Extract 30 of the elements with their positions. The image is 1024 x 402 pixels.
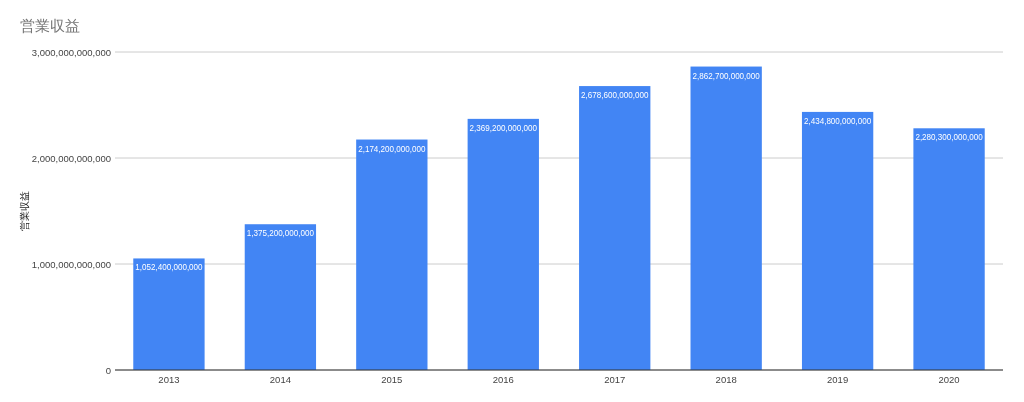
data-label: 2,678,600,000,000 <box>581 90 657 101</box>
x-tick-label: 2018 <box>715 374 737 385</box>
bar <box>133 258 205 370</box>
y-axis-title: 営業収益 <box>19 191 30 231</box>
y-tick-label: 3,000,000,000,000 <box>31 46 111 58</box>
x-tick-label: 2015 <box>381 374 403 385</box>
x-tick-label: 2017 <box>604 374 626 385</box>
data-label: 1,052,400,000,000 <box>135 262 211 273</box>
bar <box>244 224 317 370</box>
x-tick-label: 2014 <box>269 374 291 385</box>
bar <box>913 128 985 370</box>
bar <box>579 86 651 370</box>
x-tick-label: 2016 <box>492 374 514 385</box>
bar <box>356 139 428 370</box>
data-label: 2,862,700,000,000 <box>692 70 768 81</box>
bar <box>467 118 539 370</box>
data-label: 2,369,200,000,000 <box>469 122 545 133</box>
bar <box>690 66 762 370</box>
chart-title: 営業収益 <box>20 17 80 34</box>
data-label: 1,375,200,000,000 <box>246 228 322 239</box>
x-tick-label: 2019 <box>827 374 849 385</box>
data-label: 2,434,800,000,000 <box>803 115 880 126</box>
data-label: 2,174,200,000,000 <box>358 143 434 154</box>
y-tick-label: 0 <box>105 364 111 376</box>
bar <box>801 111 874 370</box>
x-tick-label: 2013 <box>158 374 180 385</box>
y-tick-label: 2,000,000,000,000 <box>31 152 111 164</box>
data-label: 2,280,300,000,000 <box>915 132 991 143</box>
x-tick-label: 2020 <box>938 374 960 385</box>
y-tick-label: 1,000,000,000,000 <box>31 258 111 270</box>
